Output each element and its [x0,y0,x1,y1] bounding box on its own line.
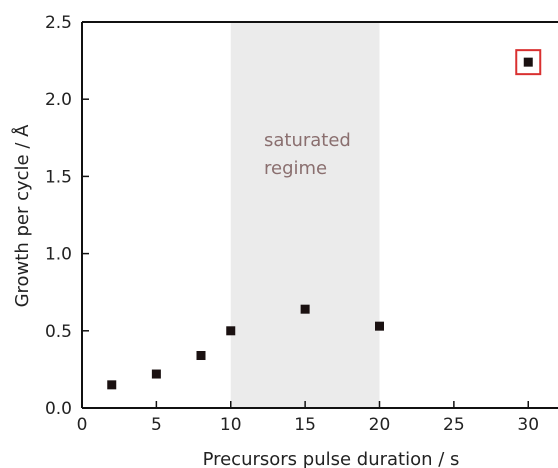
y-tick-label: 2.0 [45,90,72,110]
y-tick-label: 2.5 [45,13,72,33]
x-tick-label: 25 [443,415,465,435]
x-tick-label: 5 [151,415,162,435]
data-points-layer [107,49,542,390]
data-point [300,304,310,314]
region-label-line-2: regime [264,158,327,179]
region-label-line-1: saturated [264,130,351,151]
data-point [523,57,533,67]
data-point [151,369,161,379]
axes-layer [81,21,558,409]
y-tick-label: 0.5 [45,322,72,342]
shaded-region-layer [230,22,380,408]
data-point [196,351,206,361]
y-tick-label: 1.5 [45,167,72,187]
x-tick-label: 0 [77,415,88,435]
y-tick-label: 1.0 [45,245,72,265]
x-tick-label: 10 [220,415,242,435]
x-tick-label: 20 [369,415,391,435]
data-point [375,321,384,331]
ticks-layer: 0 5 10 15 20 25 30 0.0 0.5 1.0 1.5 2.0 2.5 [45,13,539,435]
y-tick-label: 0.0 [45,399,72,419]
x-axis-title: Precursors pulse duration / s [203,449,460,468]
data-point [107,380,117,390]
highlight-box [515,49,542,76]
x-tick-label: 30 [517,415,539,435]
x-tick-label: 15 [294,415,316,435]
saturated-regime-band [230,22,380,408]
y-axis-title: Growth per cycle / Å [11,124,33,308]
data-point [226,326,236,336]
